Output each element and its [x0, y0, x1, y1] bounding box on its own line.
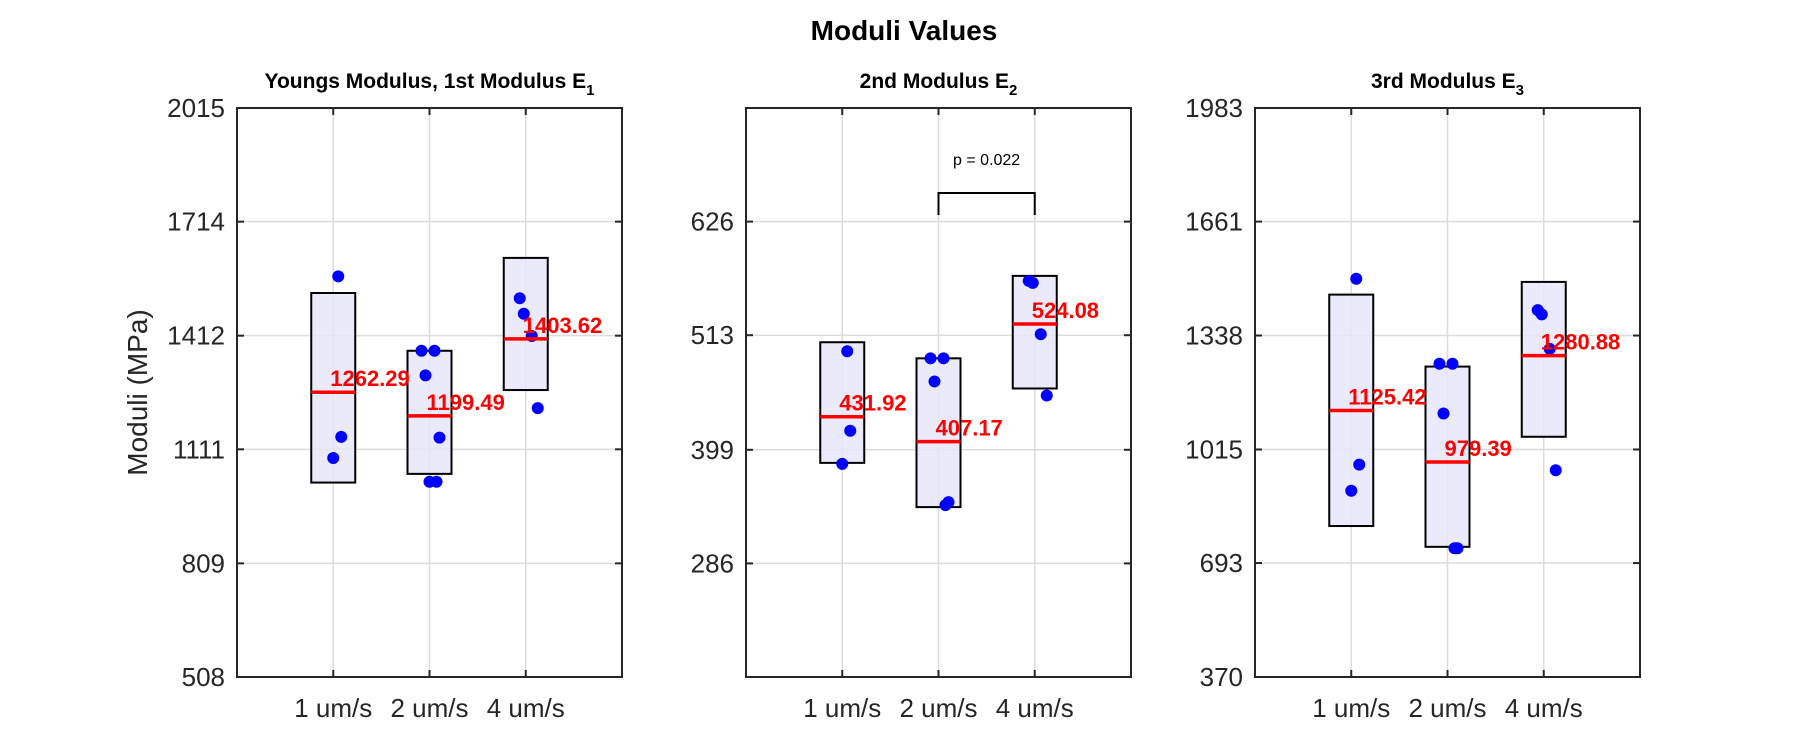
x-tick-label: 1 um/s	[1312, 693, 1390, 723]
data-point	[433, 431, 446, 444]
data-point	[428, 344, 441, 357]
box-range-1	[819, 341, 866, 464]
data-point	[1535, 308, 1548, 321]
panel-title: 3rd Modulus E3	[1371, 70, 1524, 99]
data-point	[1543, 342, 1556, 355]
data-point	[939, 499, 952, 512]
data-point	[1345, 484, 1358, 497]
data-point	[513, 292, 526, 305]
data-point	[1034, 328, 1047, 341]
y-tick-label: 626	[691, 207, 734, 237]
data-point	[517, 307, 530, 320]
mean-value-label: 431.92	[839, 391, 906, 416]
data-point	[335, 430, 348, 443]
mean-value-label: 1280.88	[1541, 330, 1621, 355]
y-axis-label: Moduli (MPa)	[122, 309, 153, 475]
mean-value-label: 1403.62	[523, 313, 603, 338]
data-point	[1040, 389, 1053, 402]
x-tick-label: 4 um/s	[1505, 693, 1583, 723]
x-tick-label: 4 um/s	[487, 693, 565, 723]
data-point	[1433, 357, 1446, 370]
x-tick-label: 2 um/s	[899, 693, 977, 723]
data-point	[1353, 458, 1366, 471]
data-point	[332, 270, 345, 283]
mean-value-label: 979.39	[1445, 436, 1512, 461]
panel-title-subscript: 1	[586, 82, 594, 99]
panel-title: 2nd Modulus E2	[860, 70, 1018, 99]
data-point	[419, 369, 432, 382]
y-tick-label: 2015	[167, 93, 225, 123]
y-tick-label: 1111	[173, 434, 225, 464]
box-range-3	[1520, 280, 1567, 438]
data-point	[1437, 407, 1450, 420]
significance-bracket	[937, 192, 1036, 215]
y-tick-label: 370	[1200, 662, 1243, 692]
x-tick-label: 2 um/s	[390, 693, 468, 723]
y-tick-label: 399	[691, 435, 734, 465]
data-point	[1549, 464, 1562, 477]
mean-value-label: 1262.29	[330, 366, 410, 391]
data-point	[1350, 272, 1363, 285]
data-point	[841, 345, 854, 358]
x-tick-label: 2 um/s	[1408, 693, 1486, 723]
box-range-1	[310, 292, 357, 484]
data-point	[1448, 542, 1461, 555]
data-point	[836, 457, 849, 470]
y-tick-label: 1983	[1185, 93, 1243, 123]
data-point	[327, 452, 340, 465]
data-point	[844, 424, 857, 437]
y-tick-label: 508	[182, 662, 225, 692]
box-range-2	[1424, 365, 1471, 548]
mean-value-label: 1199.49	[427, 390, 505, 415]
y-tick-label: 809	[182, 548, 225, 578]
data-point	[415, 344, 428, 357]
mean-value-label: 1125.42	[1348, 385, 1426, 410]
y-tick-label: 1412	[167, 321, 225, 351]
data-point	[531, 402, 544, 415]
box-range-3	[1011, 274, 1058, 390]
x-tick-label: 1 um/s	[294, 693, 372, 723]
y-tick-label: 513	[691, 320, 734, 350]
data-point	[928, 375, 941, 388]
x-tick-label: 4 um/s	[996, 693, 1074, 723]
panel-title-subscript: 3	[1516, 82, 1524, 99]
mean-value-label: 407.17	[936, 416, 1003, 441]
mean-value-label: 524.08	[1032, 298, 1099, 323]
y-tick-label: 1015	[1185, 434, 1243, 464]
y-tick-label: 286	[691, 548, 734, 578]
panel-title: Youngs Modulus, 1st Modulus E1	[265, 70, 595, 99]
data-point	[1446, 357, 1459, 370]
data-point	[937, 352, 950, 365]
y-tick-label: 1661	[1185, 207, 1243, 237]
significance-label: p = 0.022	[953, 152, 1020, 169]
x-tick-label: 1 um/s	[803, 693, 881, 723]
data-point	[1026, 276, 1039, 289]
data-point	[423, 475, 436, 488]
y-tick-label: 1338	[1185, 321, 1243, 351]
panel-title-subscript: 2	[1009, 82, 1017, 99]
figure-title: Moduli Values	[811, 15, 998, 46]
y-tick-label: 693	[1200, 548, 1243, 578]
y-tick-label: 1714	[167, 207, 225, 237]
box-range-3	[502, 256, 549, 392]
data-point	[924, 352, 937, 365]
